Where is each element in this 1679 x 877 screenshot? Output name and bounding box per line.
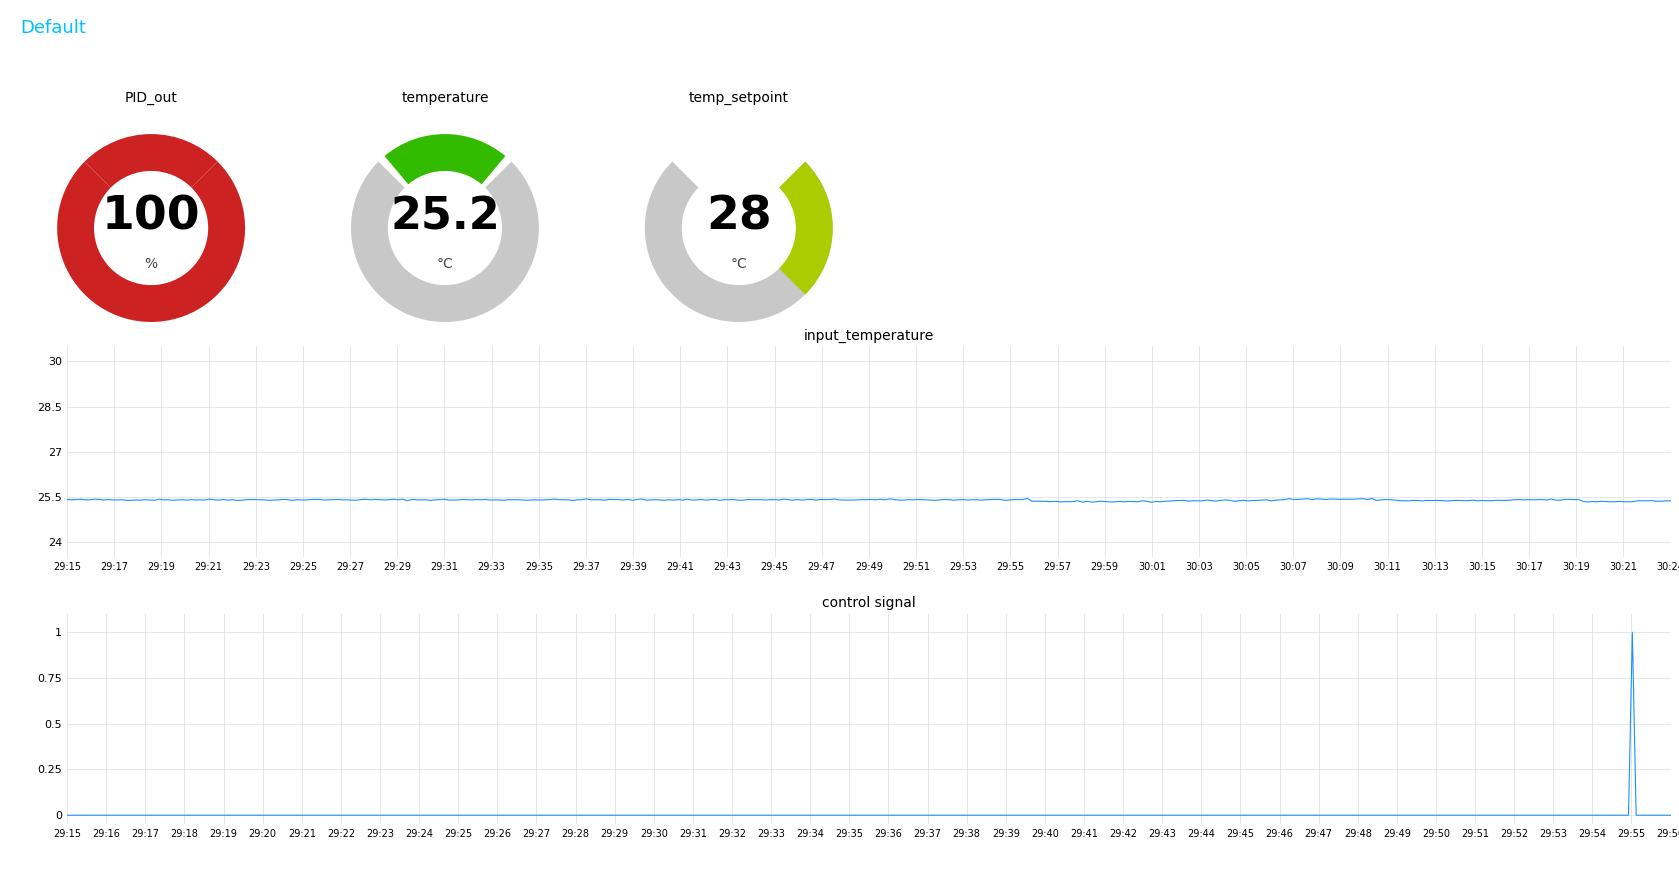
- Wedge shape: [57, 161, 245, 322]
- Circle shape: [682, 172, 796, 284]
- Text: °C: °C: [437, 257, 453, 271]
- Text: temperature: temperature: [401, 91, 489, 105]
- Circle shape: [388, 172, 502, 284]
- Text: Default: Default: [20, 19, 86, 38]
- Title: input_temperature: input_temperature: [804, 329, 934, 343]
- Title: control signal: control signal: [823, 596, 915, 610]
- Text: 25.2: 25.2: [390, 196, 500, 239]
- Text: temp_setpoint: temp_setpoint: [688, 91, 789, 105]
- Wedge shape: [384, 134, 505, 185]
- Text: 28: 28: [705, 194, 772, 239]
- Text: 100: 100: [102, 194, 200, 239]
- Wedge shape: [645, 161, 833, 322]
- Wedge shape: [351, 161, 539, 322]
- Wedge shape: [779, 161, 833, 295]
- Text: PID_out: PID_out: [124, 91, 178, 105]
- Text: %: %: [144, 257, 158, 271]
- Wedge shape: [84, 134, 218, 189]
- Text: °C: °C: [730, 257, 747, 271]
- Circle shape: [94, 172, 208, 284]
